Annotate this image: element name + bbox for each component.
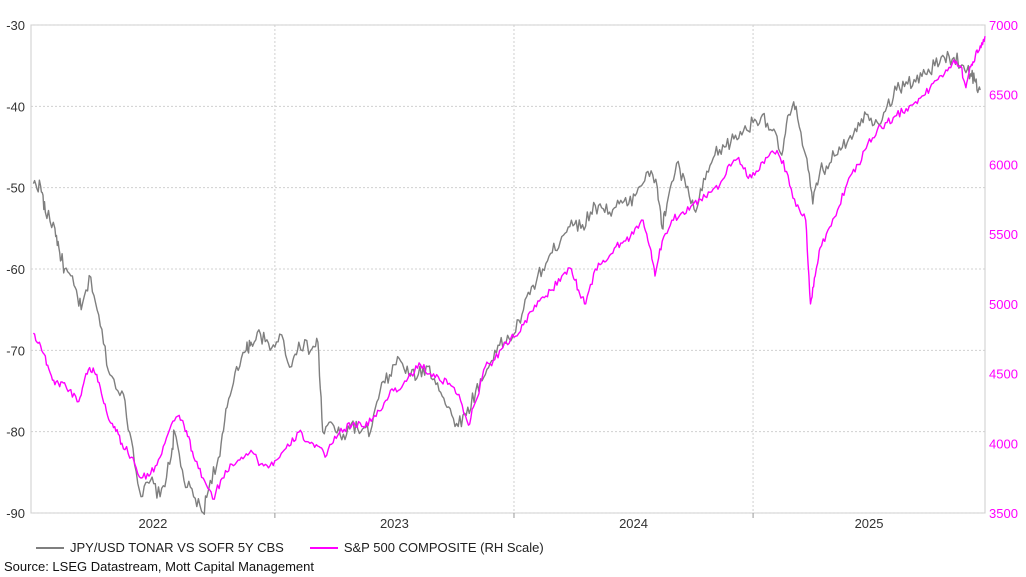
x-axis: 2022 2023 2024 2025	[138, 513, 883, 531]
x-tick-label: 2024	[619, 516, 648, 531]
x-tick-label: 2022	[138, 516, 167, 531]
left-tick-label: -80	[6, 425, 25, 440]
series-lines	[32, 36, 986, 515]
series-line-jpy-usd-cbs	[32, 50, 981, 515]
right-tick-label: 4500	[989, 367, 1018, 382]
x-tick-label: 2025	[855, 516, 884, 531]
legend-swatch-jpy	[36, 546, 64, 549]
gridlines	[30, 24, 986, 514]
x-tick-label: 2023	[380, 516, 409, 531]
right-tick-label: 7000	[989, 18, 1018, 33]
left-tick-label: -70	[6, 343, 25, 358]
left-tick-label: -50	[6, 181, 25, 196]
right-tick-label: 3500	[989, 506, 1018, 521]
right-tick-label: 5000	[989, 297, 1018, 312]
legend-item-sp500: S&P 500 COMPOSITE (RH Scale)	[309, 540, 544, 555]
legend: JPY/USD TONAR VS SOFR 5Y CBS S&P 500 COM…	[36, 540, 544, 555]
right-tick-label: 6500	[989, 88, 1018, 103]
left-tick-label: -90	[6, 506, 25, 521]
series-line-sp500	[32, 36, 986, 500]
left-tick-label: -30	[6, 18, 25, 33]
left-tick-label: -60	[6, 262, 25, 277]
left-axis: -30 -40 -50 -60 -70 -80 -90	[6, 18, 25, 521]
legend-label-jpy: JPY/USD TONAR VS SOFR 5Y CBS	[70, 540, 284, 555]
right-axis: 7000 6500 6000 5500 5000 4500 4000 3500	[989, 18, 1018, 521]
legend-item-jpy: JPY/USD TONAR VS SOFR 5Y CBS	[36, 540, 284, 555]
left-tick-label: -40	[6, 99, 25, 114]
legend-label-sp500: S&P 500 COMPOSITE (RH Scale)	[343, 540, 544, 555]
right-tick-label: 5500	[989, 227, 1018, 242]
right-tick-label: 4000	[989, 436, 1018, 451]
right-tick-label: 6000	[989, 157, 1018, 172]
legend-swatch-sp500	[309, 546, 338, 549]
source-note: Source: LSEG Datastream, Mott Capital Ma…	[4, 559, 314, 574]
